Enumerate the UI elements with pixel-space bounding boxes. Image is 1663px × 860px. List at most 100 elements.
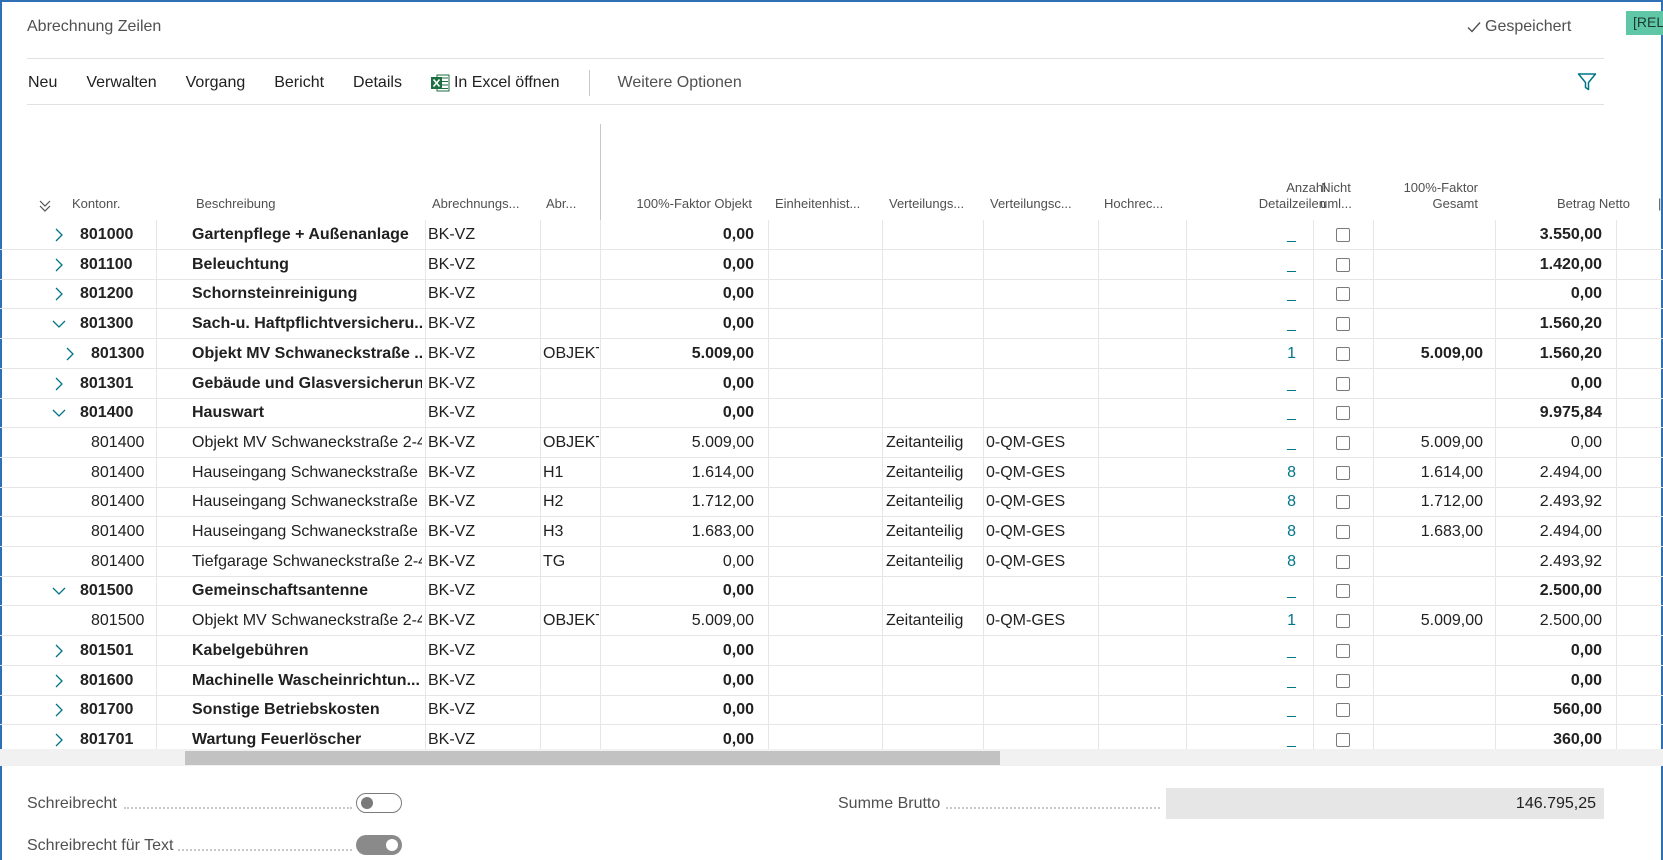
table-row[interactable]: 801500 Objekt MV Schwaneckstraße 2-4 BK-VZ… bbox=[0, 606, 1663, 637]
cell-verteilungsc[interactable] bbox=[986, 220, 1096, 250]
table-row[interactable]: 801400 Hauswart BK-VZ 0,00 _ 9.975,84 bbox=[0, 398, 1663, 429]
cell-faktor-objekt[interactable]: 0,00 bbox=[722, 701, 754, 719]
cell-beschreibung[interactable]: Tiefgarage Schwaneckstraße 2-4 bbox=[192, 552, 422, 570]
cell-faktor-gesamt[interactable] bbox=[1376, 636, 1483, 666]
cell-faktor-objekt[interactable]: 5.009,00 bbox=[691, 344, 754, 362]
cell-kontonr[interactable]: 801701 bbox=[80, 730, 134, 748]
cell-faktor-objekt[interactable]: 1.712,00 bbox=[691, 493, 754, 511]
cell-faktor-objekt[interactable]: 0,00 bbox=[722, 315, 754, 333]
cell-anzahl-detailzeilen[interactable]: _ bbox=[1287, 433, 1296, 451]
nicht-uml-checkbox[interactable] bbox=[1336, 554, 1350, 569]
cell-anzahl-detailzeilen[interactable]: _ bbox=[1287, 404, 1296, 422]
nicht-uml-checkbox[interactable] bbox=[1336, 643, 1350, 658]
column-header-betrag-netto[interactable]: Betrag Netto bbox=[1557, 196, 1630, 211]
cell-verteilungs[interactable] bbox=[886, 309, 982, 339]
details-button[interactable]: Details bbox=[353, 74, 402, 91]
column-header-verteilungs[interactable]: Verteilungs... bbox=[889, 196, 965, 211]
cell-kontonr[interactable]: 801400 bbox=[91, 433, 145, 451]
cell-abrechnungs[interactable]: BK-VZ bbox=[428, 582, 476, 600]
cell-anzahl-detailzeilen[interactable]: _ bbox=[1287, 285, 1296, 303]
nicht-uml-checkbox[interactable] bbox=[1336, 435, 1350, 450]
nicht-uml-checkbox[interactable] bbox=[1336, 346, 1350, 361]
cell-faktor-gesamt[interactable] bbox=[1376, 547, 1483, 577]
cell-verteilungs[interactable] bbox=[886, 666, 982, 696]
cell-abr[interactable]: TG bbox=[543, 552, 566, 570]
cell-abrechnungs[interactable]: BK-VZ bbox=[428, 315, 476, 333]
cell-verteilungsc[interactable] bbox=[986, 339, 1096, 369]
chevron-right-icon[interactable] bbox=[51, 376, 67, 392]
table-row[interactable]: 801400 Hauseingang Schwaneckstraße ... BK-… bbox=[0, 457, 1663, 488]
cell-faktor-gesamt[interactable] bbox=[1376, 398, 1483, 428]
cell-abrechnungs[interactable]: BK-VZ bbox=[428, 226, 476, 243]
cell-verteilungsc[interactable] bbox=[986, 666, 1096, 696]
cell-verteilungs[interactable]: Zeitanteilig bbox=[886, 552, 964, 570]
cell-beschreibung[interactable]: Sonstige Betriebskosten bbox=[192, 701, 380, 719]
cell-beschreibung[interactable]: Wartung Feuerlöscher bbox=[192, 730, 362, 748]
cell-faktor-objekt[interactable]: 0,00 bbox=[722, 582, 754, 600]
cell-verteilungs[interactable] bbox=[886, 576, 982, 606]
cell-abr[interactable] bbox=[543, 576, 599, 606]
chevron-right-icon[interactable] bbox=[51, 643, 67, 659]
chevron-right-icon[interactable] bbox=[51, 257, 67, 273]
cell-beschreibung[interactable]: Hauswart bbox=[192, 404, 265, 422]
chevron-right-icon[interactable] bbox=[62, 346, 78, 362]
cell-betrag-netto[interactable]: 2.500,00 bbox=[1539, 612, 1602, 630]
process-menu[interactable]: Vorgang bbox=[185, 74, 246, 91]
cell-beschreibung[interactable]: Gartenpflege + Außenanlage bbox=[192, 226, 409, 243]
cell-abr[interactable] bbox=[543, 666, 599, 696]
cell-abr[interactable] bbox=[543, 695, 599, 725]
schreibrecht-text-toggle[interactable] bbox=[356, 835, 402, 855]
cell-verteilungsc[interactable]: 0-QM-GES bbox=[986, 433, 1066, 451]
table-row[interactable]: 801400 Objekt MV Schwaneckstraße 2-4 BK-VZ… bbox=[0, 427, 1663, 458]
cell-anzahl-detailzeilen[interactable]: _ bbox=[1287, 641, 1296, 659]
cell-kontonr[interactable]: 801400 bbox=[91, 463, 145, 481]
cell-faktor-objekt[interactable]: 5.009,00 bbox=[691, 612, 754, 630]
chevron-right-icon[interactable] bbox=[51, 286, 67, 302]
cell-abrechnungs[interactable]: BK-VZ bbox=[428, 671, 476, 689]
cell-betrag-netto[interactable]: 0,00 bbox=[1570, 374, 1602, 392]
cell-faktor-objekt[interactable]: 5.009,00 bbox=[691, 433, 754, 451]
collapse-all-icon[interactable] bbox=[37, 198, 53, 214]
cell-anzahl-detailzeilen[interactable]: _ bbox=[1287, 315, 1296, 333]
chevron-down-icon[interactable] bbox=[51, 316, 67, 332]
cell-kontonr[interactable]: 801100 bbox=[80, 255, 133, 273]
column-header-anzahl[interactable]: Anzahl Detailzeilen bbox=[1180, 180, 1326, 212]
cell-anzahl-detailzeilen[interactable]: 8 bbox=[1287, 463, 1296, 481]
cell-abr[interactable] bbox=[543, 398, 599, 428]
cell-faktor-objekt[interactable]: 0,00 bbox=[722, 404, 754, 422]
nicht-uml-checkbox[interactable] bbox=[1336, 376, 1350, 391]
table-row[interactable]: 801700 Sonstige Betriebskosten BK-VZ 0,00 _ 5… bbox=[0, 695, 1663, 726]
cell-beschreibung[interactable]: Hauseingang Schwaneckstraße ... bbox=[192, 493, 422, 511]
cell-verteilungsc[interactable] bbox=[986, 636, 1096, 666]
cell-faktor-gesamt[interactable] bbox=[1376, 279, 1483, 309]
cell-faktor-gesamt[interactable]: 1.712,00 bbox=[1420, 493, 1483, 511]
table-row[interactable]: 801301 Gebäude und Glasversicherung BK-VZ 0… bbox=[0, 368, 1663, 399]
cell-kontonr[interactable]: 801200 bbox=[80, 285, 134, 303]
cell-anzahl-detailzeilen[interactable]: 8 bbox=[1287, 493, 1296, 511]
cell-anzahl-detailzeilen[interactable]: 8 bbox=[1287, 552, 1296, 570]
cell-betrag-netto[interactable]: 1.560,20 bbox=[1539, 315, 1602, 333]
table-row[interactable]: 801501 Kabelgebühren BK-VZ 0,00 _ 0,00 bbox=[0, 635, 1663, 666]
column-header-faktor-gesamt[interactable]: 100%-Faktor Gesamt bbox=[1370, 180, 1478, 212]
nicht-uml-checkbox[interactable] bbox=[1336, 406, 1350, 421]
cell-abr[interactable] bbox=[543, 220, 599, 250]
cell-faktor-gesamt[interactable] bbox=[1376, 576, 1483, 606]
cell-abrechnungs[interactable]: BK-VZ bbox=[428, 433, 476, 451]
cell-beschreibung[interactable]: Hauseingang Schwaneckstraße 4 bbox=[192, 523, 422, 540]
cell-kontonr[interactable]: 801500 bbox=[91, 612, 145, 630]
cell-verteilungs[interactable] bbox=[886, 250, 982, 280]
cell-beschreibung[interactable]: Gemeinschaftsantenne bbox=[192, 582, 369, 600]
cell-faktor-gesamt[interactable] bbox=[1376, 220, 1483, 250]
cell-faktor-objekt[interactable]: 1.683,00 bbox=[691, 523, 754, 540]
table-row[interactable]: 801300 Objekt MV Schwaneckstraße ... BK-VZ… bbox=[0, 338, 1663, 369]
cell-faktor-gesamt[interactable] bbox=[1376, 369, 1483, 399]
cell-abrechnungs[interactable]: BK-VZ bbox=[428, 493, 476, 511]
cell-abr[interactable] bbox=[543, 636, 599, 666]
cell-faktor-objekt[interactable]: 1.614,00 bbox=[691, 463, 754, 481]
column-header-kontonr[interactable]: Kontonr. bbox=[72, 196, 121, 211]
cell-faktor-objekt[interactable]: 0,00 bbox=[722, 226, 754, 243]
cell-verteilungsc[interactable]: 0-QM-GES bbox=[986, 463, 1066, 481]
cell-kontonr[interactable]: 801300 bbox=[91, 344, 145, 362]
cell-verteilungs[interactable] bbox=[886, 369, 982, 399]
column-header-abrechnungs[interactable]: Abrechnungs... bbox=[432, 196, 520, 211]
